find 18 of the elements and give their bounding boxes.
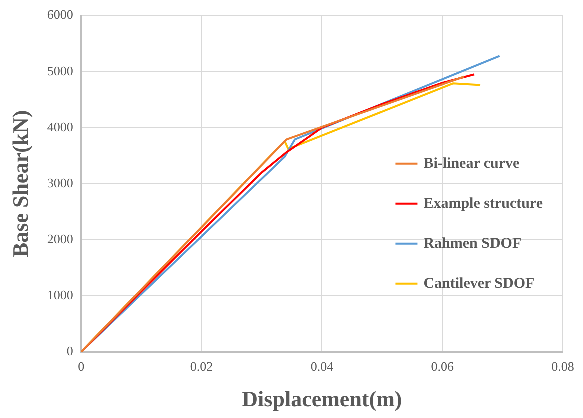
y-tick-label: 4000 [47,119,74,134]
y-tick-label: 2000 [47,231,74,246]
x-tick-label: 0.08 [552,359,574,374]
x-tick-label: 0.02 [190,359,214,374]
legend-label: Example structure [424,196,544,212]
x-tick-label: 0.04 [310,359,334,374]
x-tick-label: 0 [78,359,85,374]
legend-label: Rahmen SDOF [424,236,522,252]
y-axis-title: Base Shear(kN) [8,110,33,258]
legend-label: Cantilever SDOF [424,276,535,292]
legend-label: Bi-linear curve [424,156,520,172]
y-tick-label: 5000 [47,63,74,78]
x-axis-title: Displacement(m) [242,386,402,412]
x-tick-label: 0.06 [431,359,454,374]
y-tick-label: 0 [66,343,74,358]
y-tick-label: 6000 [47,7,74,22]
y-tick-label: 3000 [47,175,74,190]
y-tick-label: 1000 [47,287,74,302]
